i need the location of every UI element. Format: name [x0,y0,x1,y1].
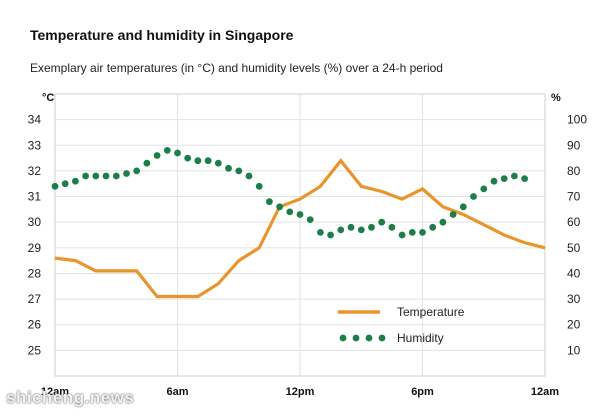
y-right-tick-label: 60 [567,215,581,229]
humidity-point [194,157,202,165]
y-right-tick-label: 100 [567,113,587,127]
humidity-point [500,175,508,183]
humidity-point [214,159,222,167]
humidity-point [163,147,171,154]
humidity-point [143,159,151,167]
humidity-point [459,203,467,211]
chart-subtitle: Exemplary air temperatures (in °C) and h… [30,61,443,75]
humidity-point [72,177,79,185]
humidity-point [480,185,488,193]
y-left-tick-label: 29 [28,241,42,255]
humidity-point [133,167,141,175]
chart-title: Temperature and humidity in Singapore [30,27,294,43]
humidity-point [419,229,426,236]
humidity-point [225,164,232,172]
humidity-point [511,172,518,180]
y-left-tick-label: 27 [28,292,42,306]
y-right-tick-label: 70 [567,190,581,204]
y-left-tick-label: 30 [28,215,42,229]
legend-humidity-swatch-dot [339,334,347,342]
humidity-point [429,223,437,231]
humidity-point [266,198,273,206]
humidity-point [368,223,375,231]
legend-humidity-swatch-dot [352,334,360,342]
humidity-point [378,218,386,226]
x-tick-label: 12pm [286,386,315,398]
legend-temperature-label: Temperature [397,305,465,319]
humidity-point [327,231,334,239]
humidity-point [357,226,365,234]
y-right-axis-label: % [551,92,561,104]
humidity-point [521,175,528,183]
humidity-point [490,177,498,185]
y-right-tick-label: 90 [567,138,581,152]
humidity-point [470,193,477,200]
humidity-point [112,172,120,180]
y-right-tick-label: 80 [567,164,581,178]
watermark: shicheng.news [6,388,135,407]
humidity-point [388,223,396,231]
axis-layer: 25 26 27 28 29 30 31 32 33 34 10 20 30 40 50 60 70 80 90 10… [28,92,588,398]
series-layer [51,147,546,299]
y-left-tick-label: 32 [28,164,42,178]
humidity-point [296,211,304,218]
humidity-point [92,172,100,180]
humidity-point [235,167,243,175]
grid-layer [54,93,546,377]
x-tick-label: 12am [41,386,69,398]
humidity-point [123,170,130,177]
humidity-point [51,182,59,190]
humidity-point [204,157,212,165]
humidity-point [306,216,314,224]
y-left-tick-label: 25 [28,343,42,357]
x-tick-label: 6am [166,386,188,398]
legend-humidity-swatch-dot [378,334,386,342]
humidity-point [449,211,457,218]
humidity-point [82,172,89,180]
y-left-tick-label: 26 [28,318,42,332]
humidity-point [174,149,181,157]
y-left-tick-label: 34 [28,113,42,127]
legend-humidity-swatch-dot [365,334,373,342]
x-tick-label: 12am [531,386,559,398]
y-left-tick-label: 33 [28,138,42,152]
y-left-tick-label: 28 [28,266,42,280]
humidity-point [439,218,447,226]
humidity-point [61,180,69,188]
humidity-point [408,229,416,236]
humidity-point [347,223,355,231]
humidity-point [337,226,345,234]
humidity-point [102,172,110,180]
humidity-point [317,229,324,236]
plot-frame [54,93,546,377]
y-right-tick-label: 10 [567,343,581,357]
humidity-point [276,203,283,211]
humidity-point [184,154,192,162]
x-tick-label: 6pm [411,386,434,398]
y-right-tick-label: 40 [567,266,581,280]
humidity-point [286,208,294,216]
y-right-tick-label: 50 [567,241,581,255]
humidity-point [398,231,406,239]
y-left-axis-label: °C [42,92,54,104]
legend-humidity-label: Humidity [397,331,444,345]
y-right-tick-label: 20 [567,318,581,332]
y-right-tick-label: 30 [567,292,581,306]
y-left-tick-label: 31 [28,190,42,204]
humidity-point [153,152,161,159]
humidity-point [245,172,253,180]
legend: Temperature Humidity [338,305,465,345]
humidity-point [255,182,263,190]
